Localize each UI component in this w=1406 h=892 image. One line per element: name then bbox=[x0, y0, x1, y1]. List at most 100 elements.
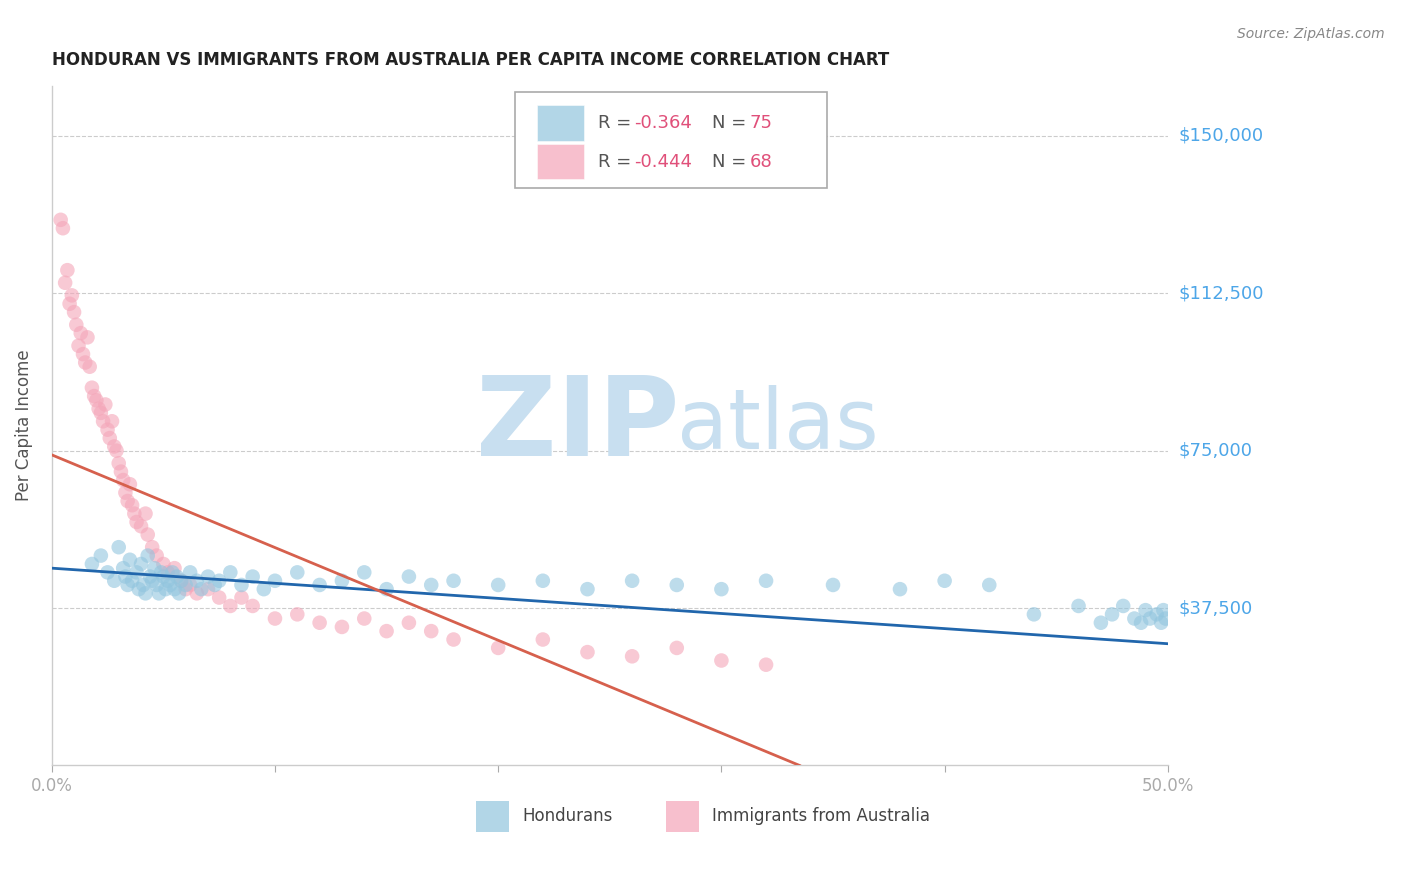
Point bbox=[197, 582, 219, 596]
Point bbox=[398, 615, 420, 630]
Point bbox=[576, 582, 599, 596]
Point bbox=[60, 288, 83, 302]
Point bbox=[101, 414, 124, 428]
Point bbox=[67, 339, 90, 353]
Point bbox=[136, 549, 159, 563]
Point bbox=[1135, 603, 1157, 617]
Text: N =: N = bbox=[713, 153, 752, 170]
Point bbox=[934, 574, 956, 588]
Point bbox=[330, 620, 353, 634]
Point bbox=[231, 578, 253, 592]
Point bbox=[87, 401, 110, 416]
Text: $150,000: $150,000 bbox=[1180, 127, 1264, 145]
Point bbox=[129, 519, 152, 533]
Point bbox=[197, 569, 219, 583]
Point bbox=[103, 574, 125, 588]
Point bbox=[710, 582, 733, 596]
Point bbox=[112, 473, 135, 487]
Point bbox=[208, 591, 231, 605]
Point bbox=[242, 569, 264, 583]
Y-axis label: Per Capita Income: Per Capita Income bbox=[15, 350, 32, 501]
Point bbox=[162, 566, 184, 580]
Point bbox=[124, 507, 146, 521]
Text: 75: 75 bbox=[749, 114, 772, 132]
Text: ZIP: ZIP bbox=[475, 372, 679, 479]
Point bbox=[141, 574, 163, 588]
Point bbox=[107, 456, 129, 470]
Point bbox=[231, 591, 253, 605]
Point bbox=[134, 586, 156, 600]
Text: $75,000: $75,000 bbox=[1180, 442, 1253, 459]
FancyBboxPatch shape bbox=[515, 92, 828, 187]
Point bbox=[1112, 599, 1135, 613]
Point bbox=[152, 557, 174, 571]
Point bbox=[420, 624, 443, 639]
Point bbox=[285, 566, 308, 580]
Point bbox=[1090, 615, 1112, 630]
Point bbox=[353, 566, 375, 580]
Point bbox=[1146, 607, 1168, 622]
Point bbox=[80, 557, 103, 571]
Point bbox=[139, 569, 162, 583]
Point bbox=[531, 574, 554, 588]
Point bbox=[121, 498, 143, 512]
Point bbox=[98, 431, 121, 445]
Point bbox=[531, 632, 554, 647]
Point bbox=[186, 574, 208, 588]
Point bbox=[53, 276, 76, 290]
Point bbox=[155, 582, 177, 596]
Point bbox=[112, 561, 135, 575]
Text: N =: N = bbox=[713, 114, 752, 132]
Point bbox=[420, 578, 443, 592]
Text: $37,500: $37,500 bbox=[1180, 599, 1253, 617]
Point bbox=[117, 578, 139, 592]
Point bbox=[353, 611, 375, 625]
Point bbox=[79, 359, 101, 374]
Point bbox=[253, 582, 276, 596]
Point bbox=[755, 657, 778, 672]
Point bbox=[1067, 599, 1090, 613]
Point bbox=[710, 653, 733, 667]
Point bbox=[443, 632, 465, 647]
Point bbox=[621, 574, 644, 588]
Point bbox=[1139, 611, 1161, 625]
Point bbox=[208, 574, 231, 588]
Point bbox=[486, 578, 509, 592]
Point bbox=[143, 561, 166, 575]
Point bbox=[889, 582, 911, 596]
Point bbox=[167, 586, 190, 600]
Point bbox=[128, 582, 150, 596]
Point bbox=[308, 615, 330, 630]
FancyBboxPatch shape bbox=[665, 801, 699, 831]
Point bbox=[1152, 603, 1174, 617]
Text: R =: R = bbox=[598, 114, 637, 132]
Point bbox=[91, 414, 114, 428]
Point bbox=[1150, 615, 1173, 630]
Point bbox=[90, 549, 112, 563]
Point bbox=[264, 611, 287, 625]
Text: -0.444: -0.444 bbox=[634, 153, 692, 170]
Point bbox=[330, 574, 353, 588]
Point bbox=[186, 586, 208, 600]
Point bbox=[285, 607, 308, 622]
Point bbox=[264, 574, 287, 588]
Point bbox=[90, 406, 112, 420]
Point bbox=[755, 574, 778, 588]
Point bbox=[118, 477, 141, 491]
Point bbox=[375, 582, 398, 596]
Point bbox=[145, 549, 167, 563]
Point bbox=[174, 578, 197, 592]
Point bbox=[179, 578, 201, 592]
Text: -0.364: -0.364 bbox=[634, 114, 692, 132]
Point bbox=[150, 566, 173, 580]
Point bbox=[75, 355, 97, 369]
Point bbox=[163, 582, 186, 596]
Point bbox=[179, 566, 201, 580]
Point bbox=[156, 574, 179, 588]
Point bbox=[1022, 607, 1045, 622]
Point bbox=[242, 599, 264, 613]
Point bbox=[443, 574, 465, 588]
Point bbox=[83, 389, 105, 403]
Point bbox=[219, 599, 242, 613]
Point bbox=[308, 578, 330, 592]
